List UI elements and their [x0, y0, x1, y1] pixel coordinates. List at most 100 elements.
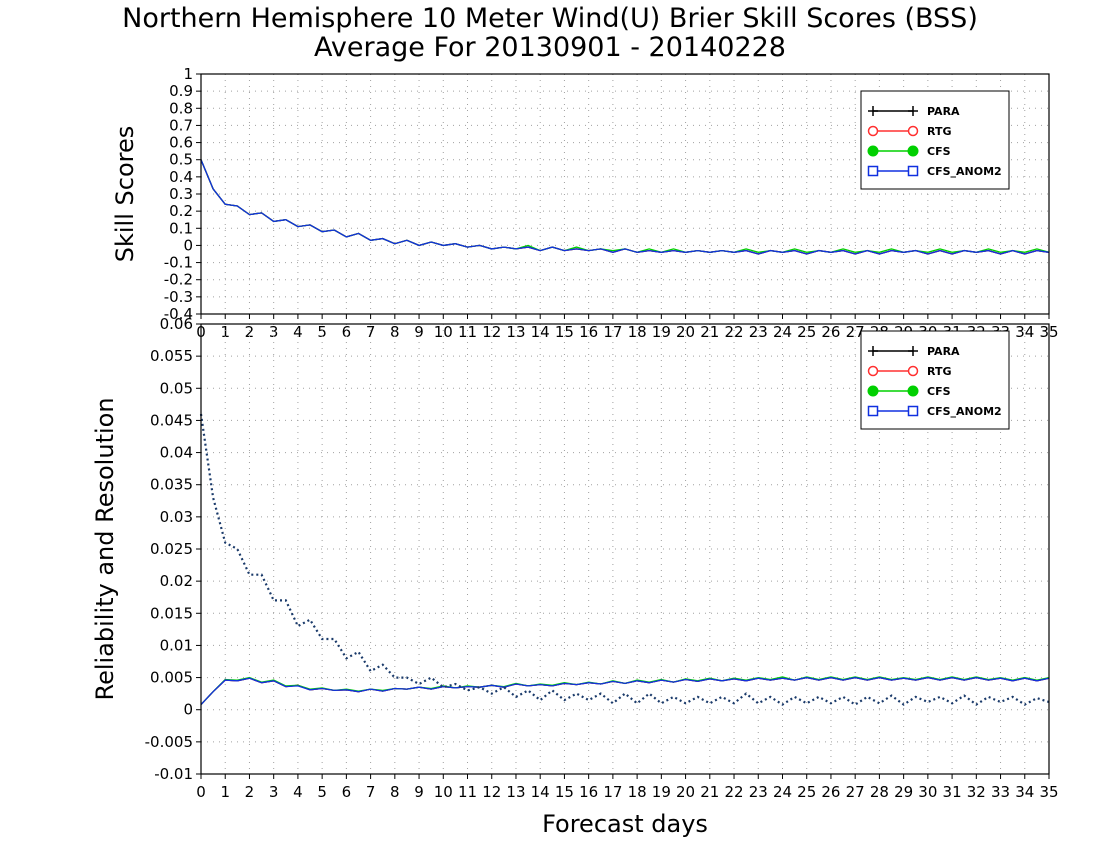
legend-marker — [907, 405, 919, 417]
x-tick-label: 27 — [846, 323, 865, 341]
y-tick-label: 0.05 — [160, 379, 193, 397]
y-tick-label: -0.2 — [164, 271, 193, 289]
series-line-cfs — [200, 676, 1050, 706]
x-tick-label: 25 — [797, 783, 816, 801]
x-tick-label: 30 — [918, 783, 937, 801]
x-tick-label: 19 — [652, 783, 671, 801]
y-tick-label: 0.005 — [150, 669, 193, 687]
y-tick-label: -0.01 — [154, 765, 193, 783]
x-tick-label: 31 — [943, 783, 962, 801]
x-tick-label: 1 — [220, 323, 230, 341]
y-tick-label: -0.005 — [145, 733, 193, 751]
series-line-rtg — [200, 676, 1050, 706]
x-tick-label: 6 — [342, 323, 352, 341]
y-axis-label: Skill Scores — [111, 126, 139, 263]
legend-label-rtg: RTG — [927, 365, 952, 378]
x-tick-label: 29 — [894, 783, 913, 801]
x-tick-label: 8 — [390, 783, 400, 801]
x-tick-label: 26 — [821, 783, 840, 801]
x-tick-label: 8 — [390, 323, 400, 341]
x-tick-label: 28 — [870, 783, 889, 801]
y-tick-label: 0.055 — [150, 347, 193, 365]
x-tick-label: 15 — [555, 323, 574, 341]
y-tick-label: 0.4 — [169, 168, 193, 186]
x-tick-label: 16 — [579, 783, 598, 801]
x-tick-label: 18 — [628, 783, 647, 801]
x-tick-label: 33 — [991, 783, 1010, 801]
x-tick-label: 27 — [846, 783, 865, 801]
y-tick-label: 0.025 — [150, 540, 193, 558]
y-tick-label: 0 — [183, 236, 193, 254]
chart-subtitle: Average For 20130901 - 20140228 — [314, 32, 786, 63]
x-tick-label: 6 — [342, 783, 352, 801]
y-tick-label: 0.045 — [150, 411, 193, 429]
legend-label-cfs-anom2: CFS_ANOM2 — [927, 405, 1002, 418]
x-tick-label: 0 — [196, 783, 206, 801]
y-tick-label: 0.03 — [160, 508, 193, 526]
y-tick-label: 0.04 — [160, 444, 193, 462]
series-line-para — [200, 676, 1050, 706]
legend-marker — [867, 365, 879, 377]
x-tick-label: 32 — [967, 783, 986, 801]
x-tick-label: 23 — [749, 783, 768, 801]
legend-label-para: PARA — [927, 105, 960, 118]
legend-marker — [867, 125, 879, 137]
y-tick-label: 0.9 — [169, 82, 193, 100]
x-tick-label: 35 — [1039, 783, 1058, 801]
x-tick-label: 2 — [245, 323, 255, 341]
legend-label-cfs: CFS — [927, 145, 951, 158]
x-tick-label: 9 — [414, 323, 424, 341]
y-tick-label: 1 — [183, 65, 193, 83]
legend-marker — [867, 405, 879, 417]
legend-marker — [867, 385, 879, 397]
y-tick-label: 0.015 — [150, 604, 193, 622]
x-tick-label: 22 — [724, 323, 743, 341]
x-tick-label: 19 — [652, 323, 671, 341]
y-tick-label: 0.01 — [160, 636, 193, 654]
legend-label-cfs: CFS — [927, 385, 951, 398]
legend-marker — [907, 365, 919, 377]
legend-marker — [907, 125, 919, 137]
legend: PARA RTG CFS CFS_ANOM2 — [860, 90, 1010, 190]
x-tick-label: 25 — [797, 323, 816, 341]
x-tick-label: 17 — [603, 783, 622, 801]
series-line-dotted — [199, 413, 1050, 706]
x-tick-label: 20 — [676, 783, 695, 801]
y-tick-label: -0.4 — [164, 305, 193, 323]
x-tick-label: 7 — [366, 323, 376, 341]
x-tick-label: 15 — [555, 783, 574, 801]
y-tick-label: -0.1 — [164, 254, 193, 272]
legend-marker — [867, 145, 879, 157]
x-tick-label: 16 — [579, 323, 598, 341]
x-tick-label: 11 — [458, 323, 477, 341]
x-tick-label: 7 — [366, 783, 376, 801]
x-tick-label: 13 — [506, 323, 525, 341]
x-tick-label: 26 — [821, 323, 840, 341]
legend-box — [860, 90, 1010, 190]
x-tick-label: 18 — [628, 323, 647, 341]
series-line-cfs-anom2 — [200, 676, 1050, 706]
legend-marker — [907, 385, 919, 397]
x-tick-label: 20 — [676, 323, 695, 341]
legend-box — [860, 330, 1010, 430]
legend-label-para: PARA — [927, 345, 960, 358]
y-tick-label: 0.3 — [169, 185, 193, 203]
x-tick-label: 10 — [434, 783, 453, 801]
x-tick-label: 12 — [482, 323, 501, 341]
x-tick-label: 13 — [506, 783, 525, 801]
x-tick-label: 21 — [700, 783, 719, 801]
y-tick-label: 0.2 — [169, 202, 193, 220]
legend-label-cfs-anom2: CFS_ANOM2 — [927, 165, 1002, 178]
panel-2: 0.060.0550.050.0450.040.0350.030.0250.02… — [91, 315, 1059, 838]
x-tick-label: 10 — [434, 323, 453, 341]
y-tick-label: 0.1 — [169, 219, 193, 237]
y-tick-label: 0.5 — [169, 151, 193, 169]
y-tick-label: 0.8 — [169, 99, 193, 117]
x-tick-label: 9 — [414, 783, 424, 801]
x-axis-label: Forecast days — [542, 810, 708, 838]
y-tick-label: 0.7 — [169, 116, 193, 134]
x-tick-label: 3 — [269, 783, 279, 801]
x-tick-label: 17 — [603, 323, 622, 341]
y-tick-label: 0.035 — [150, 476, 193, 494]
